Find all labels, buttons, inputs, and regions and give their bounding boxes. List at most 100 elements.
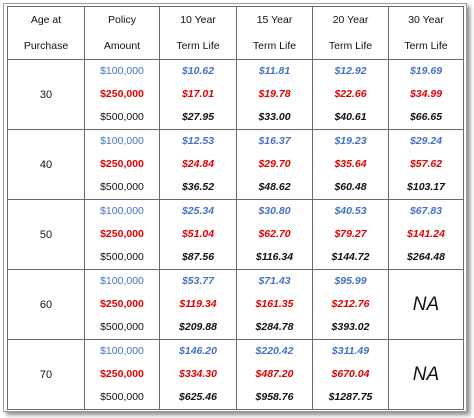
amount-500k: $500,000	[100, 181, 144, 193]
price-100k: $19.69	[409, 65, 443, 77]
price-cell-20-year: $12.92 $22.66 $40.61	[312, 59, 389, 130]
age-cell: 40	[7, 129, 85, 200]
price-250k: $161.35	[255, 298, 294, 310]
header-10-year: 10 Year Term Life	[159, 6, 237, 60]
price-cell-20-year: $95.99 $212.76 $393.02	[312, 269, 389, 340]
header-10-year-line-2: Term Life	[176, 40, 220, 52]
amount-100k: $100,000	[100, 135, 144, 147]
price-250k: $62.70	[258, 228, 291, 240]
header-30-year-line-1: 30 Year	[408, 14, 444, 26]
amount-250k: $250,000	[100, 88, 144, 100]
policy-amount-cell: $100,000 $250,000 $500,000	[84, 129, 160, 200]
price-cell-10-year: $53.77 $119.34 $209.88	[159, 269, 237, 340]
price-100k: $25.34	[181, 205, 215, 217]
price-cell-15-year: $30.80 $62.70 $116.34	[236, 199, 313, 270]
term-life-rate-table: Age at Purchase Policy Amount 10 Year Te…	[7, 6, 464, 410]
header-10-year-line-1: 10 Year	[180, 14, 216, 26]
header-15-year-line-2: Term Life	[252, 40, 297, 52]
price-100k: $11.81	[258, 65, 291, 77]
header-age: Age at Purchase	[7, 6, 85, 60]
age-cell: 70	[7, 339, 85, 410]
price-250k: $141.24	[407, 228, 445, 240]
price-500k: $958.76	[255, 391, 294, 403]
price-cell-30-year: $29.24 $57.62 $103.17	[388, 129, 464, 200]
not-available-cell: NA	[388, 269, 464, 340]
header-20-year: 20 Year Term Life	[312, 6, 389, 60]
amount-100k: $100,000	[100, 65, 144, 77]
price-250k: $487.20	[255, 368, 294, 380]
price-250k: $29.70	[258, 158, 291, 170]
header-policy-line-2: Amount	[103, 40, 141, 52]
price-cell-10-year: $10.62 $17.01 $27.95	[159, 59, 237, 130]
price-250k: $670.04	[331, 368, 370, 380]
header-20-year-line-2: Term Life	[328, 40, 373, 52]
price-100k: $95.99	[334, 275, 367, 287]
table-row: 30 $100,000 $250,000 $500,000 $10.62 $17…	[7, 59, 464, 130]
price-cell-10-year: $146.20 $334.30 $625.46	[159, 339, 237, 410]
price-500k: $87.56	[181, 251, 215, 263]
amount-100k: $100,000	[100, 345, 144, 357]
price-250k: $34.99	[409, 88, 443, 100]
price-100k: $311.49	[331, 345, 370, 357]
age-cell: 60	[7, 269, 85, 340]
price-cell-15-year: $16.37 $29.70 $48.62	[236, 129, 313, 200]
header-15-year: 15 Year Term Life	[236, 6, 313, 60]
amount-500k: $500,000	[100, 111, 144, 123]
price-500k: $116.34	[255, 251, 294, 263]
table-row: 60 $100,000 $250,000 $500,000 $53.77 $11…	[7, 269, 464, 340]
price-100k: $71.43	[258, 275, 291, 287]
price-250k: $24.84	[181, 158, 215, 170]
price-250k: $35.64	[334, 158, 367, 170]
policy-amount-cell: $100,000 $250,000 $500,000	[84, 199, 160, 270]
rate-table-frame: Age at Purchase Policy Amount 10 Year Te…	[3, 3, 467, 412]
price-250k: $79.27	[334, 228, 367, 240]
price-500k: $40.61	[334, 111, 367, 123]
age-cell: 30	[7, 59, 85, 130]
amount-250k: $250,000	[100, 158, 144, 170]
price-cell-10-year: $12.53 $24.84 $36.52	[159, 129, 237, 200]
price-250k: $19.78	[258, 88, 291, 100]
amount-250k: $250,000	[100, 228, 144, 240]
price-100k: $12.53	[181, 135, 215, 147]
price-250k: $212.76	[331, 298, 370, 310]
price-250k: $22.66	[334, 88, 367, 100]
price-100k: $12.92	[334, 65, 367, 77]
price-cell-20-year: $19.23 $35.64 $60.48	[312, 129, 389, 200]
price-500k: $103.17	[407, 181, 445, 193]
policy-amount-cell: $100,000 $250,000 $500,000	[84, 269, 160, 340]
table-row: 70 $100,000 $250,000 $500,000 $146.20 $3…	[7, 339, 464, 410]
price-500k: $66.65	[409, 111, 443, 123]
price-100k: $10.62	[181, 65, 215, 77]
price-cell-20-year: $311.49 $670.04 $1287.75	[312, 339, 389, 410]
header-30-year: 30 Year Term Life	[388, 6, 464, 60]
table-row: 50 $100,000 $250,000 $500,000 $25.34 $51…	[7, 199, 464, 270]
amount-100k: $100,000	[100, 205, 144, 217]
header-policy-amount: Policy Amount	[84, 6, 160, 60]
price-100k: $67.83	[409, 205, 443, 217]
header-age-line-1: Age at	[30, 14, 62, 26]
not-available-cell: NA	[388, 339, 464, 410]
price-500k: $625.46	[179, 391, 217, 403]
price-500k: $209.88	[179, 321, 217, 333]
policy-amount-cell: $100,000 $250,000 $500,000	[84, 59, 160, 130]
price-250k: $51.04	[181, 228, 215, 240]
price-500k: $60.48	[334, 181, 367, 193]
price-cell-20-year: $40.53 $79.27 $144.72	[312, 199, 389, 270]
price-cell-30-year: $19.69 $34.99 $66.65	[388, 59, 464, 130]
age-cell: 50	[7, 199, 85, 270]
price-500k: $264.48	[407, 251, 445, 263]
header-15-year-line-1: 15 Year	[256, 14, 293, 26]
header-30-year-line-2: Term Life	[404, 40, 448, 52]
table-row: 40 $100,000 $250,000 $500,000 $12.53 $24…	[7, 129, 464, 200]
price-100k: $40.53	[334, 205, 367, 217]
price-100k: $53.77	[181, 275, 215, 287]
price-500k: $284.78	[255, 321, 294, 333]
header-20-year-line-1: 20 Year	[332, 14, 369, 26]
price-500k: $36.52	[181, 181, 215, 193]
price-100k: $19.23	[334, 135, 367, 147]
header-policy-line-1: Policy	[107, 14, 136, 26]
price-100k: $146.20	[179, 345, 217, 357]
price-100k: $30.80	[258, 205, 291, 217]
price-250k: $17.01	[181, 88, 215, 100]
amount-250k: $250,000	[100, 298, 144, 310]
